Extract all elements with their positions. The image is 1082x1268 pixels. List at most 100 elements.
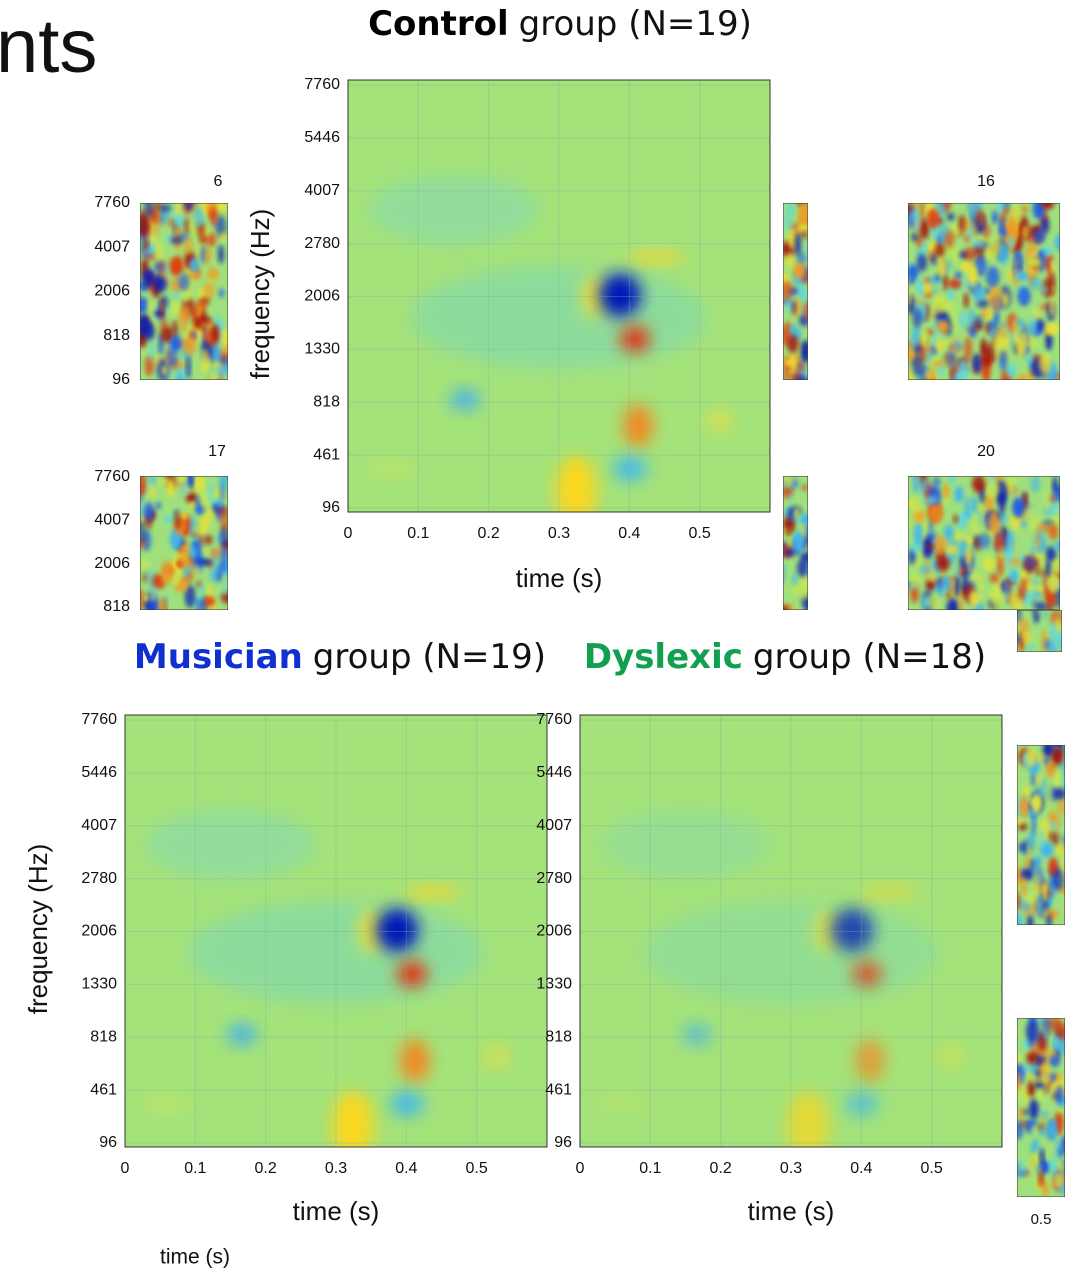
heatmap-blob: [783, 326, 789, 346]
heatmap-blob: [1032, 591, 1043, 598]
y-tick-label: 2780: [536, 870, 572, 887]
heatmap-blob: [994, 299, 1000, 313]
x-tick-label: 0.1: [407, 525, 429, 542]
heatmap-blob: [918, 564, 932, 574]
x-tick-label: 0.2: [478, 525, 500, 542]
heatmap-blob: [855, 1039, 885, 1083]
heatmap-blob: [174, 203, 181, 219]
heatmap-blob: [1025, 506, 1039, 531]
heatmap-blob: [179, 308, 191, 325]
heatmap-blob: [1007, 233, 1016, 249]
y-tick-label: 7760: [304, 76, 340, 93]
heatmap-blob: [945, 591, 954, 600]
heatmap-blob: [159, 298, 164, 321]
heatmap-blob: [998, 491, 1006, 515]
heatmap-blob: [783, 281, 793, 300]
heatmap-blob: [998, 243, 1009, 265]
y-tick-label: 4007: [536, 817, 572, 834]
heatmap-blob: [171, 299, 180, 316]
heatmap-blob: [978, 532, 991, 550]
heatmap-blob: [209, 361, 223, 369]
subject-y-tick: 96: [112, 371, 130, 388]
heatmap-blob: [784, 476, 794, 489]
heatmap-blob: [199, 582, 205, 606]
heatmap-blob: [1025, 584, 1037, 591]
heatmap-blob: [982, 558, 996, 571]
heatmap-blob: [201, 516, 208, 537]
heatmap-blob: [1049, 591, 1056, 607]
subject-heatmap: [783, 203, 808, 380]
heatmap-blob: [202, 280, 216, 300]
subject-label: 16: [977, 173, 995, 190]
y-tick-label: 4007: [81, 817, 117, 834]
group-title: Musician group (N=19): [134, 637, 546, 677]
heatmap-blob: [178, 544, 192, 568]
group-name: Dyslexic: [584, 637, 743, 677]
heatmap-blob: [922, 241, 927, 258]
heatmap-blob: [1052, 868, 1065, 891]
heatmap-blob: [1054, 617, 1061, 631]
y-tick-label: 461: [545, 1081, 572, 1098]
subject-heatmap: [1017, 1018, 1065, 1197]
x-tick-label: 0.3: [780, 1160, 802, 1177]
heatmap-blob: [450, 388, 480, 411]
subject-label: 20: [977, 443, 995, 460]
heatmap-blob: [1051, 747, 1064, 765]
heatmap-blob: [364, 460, 416, 478]
heatmap-blob: [1018, 842, 1029, 853]
heatmap-blob: [1021, 877, 1027, 897]
heatmap-blob: [143, 502, 155, 521]
heatmap-blob: [971, 573, 983, 581]
heatmap-blob: [944, 230, 955, 249]
subject-y-tick: 818: [103, 327, 130, 344]
heatmap-blob: [205, 203, 217, 210]
heatmap-blob: [620, 326, 650, 353]
heatmap-blob: [1053, 1072, 1062, 1082]
heatmap-blob: [1029, 1098, 1039, 1120]
y-tick-label: 818: [545, 1028, 572, 1045]
heatmap-blob: [1017, 898, 1028, 909]
heatmap-blob: [207, 267, 219, 281]
y-tick-label: 2780: [81, 870, 117, 887]
frame: [124, 714, 548, 1148]
heatmap-blob: [1039, 1111, 1049, 1118]
subject-label: 6: [214, 173, 223, 190]
heatmap-blob: [1030, 476, 1041, 493]
heatmap-blob: [626, 250, 686, 264]
heatmap-blob: [159, 204, 172, 213]
heatmap-blob: [991, 210, 999, 225]
x-tick-label: 0.4: [850, 1160, 872, 1177]
heatmap-blob: [984, 302, 995, 321]
group-heatmap: [348, 80, 770, 512]
x-tick-label: 0.4: [618, 525, 640, 542]
heatmap-blob: [925, 368, 933, 380]
subject-heatmap: [783, 476, 808, 610]
heatmap-blob: [140, 476, 147, 496]
heatmap-blob: [223, 582, 228, 595]
subject-heatmap: [140, 476, 228, 610]
heatmap-blob: [953, 567, 962, 576]
heatmap-blob: [143, 254, 157, 261]
heatmap-blob: [1014, 261, 1019, 282]
heatmap-blob: [1036, 896, 1043, 918]
x-tick-label: 0.1: [639, 1160, 661, 1177]
heatmap-blob: [1010, 571, 1018, 582]
heatmap-blob: [931, 345, 937, 355]
heatmap-blob: [191, 330, 197, 342]
frame: [347, 79, 771, 513]
heatmap-blob: [1017, 286, 1031, 307]
heatmap-blob: [174, 513, 182, 531]
heatmap-blob: [999, 350, 1008, 371]
heatmap-blob: [783, 548, 796, 558]
x-tick-label: 0.4: [395, 1160, 417, 1177]
heatmap-blob: [1033, 612, 1040, 624]
heatmap-blob: [199, 297, 210, 305]
heatmap-blob: [964, 497, 971, 520]
heatmap-blob: [152, 276, 167, 293]
heatmap-blob: [954, 369, 967, 380]
x-tick-label: 0.2: [255, 1160, 277, 1177]
heatmap-blob: [931, 251, 937, 266]
heatmap-blob: [947, 286, 955, 301]
x-axis-label: time (s): [293, 1196, 380, 1226]
heatmap-blob: [1037, 827, 1047, 849]
